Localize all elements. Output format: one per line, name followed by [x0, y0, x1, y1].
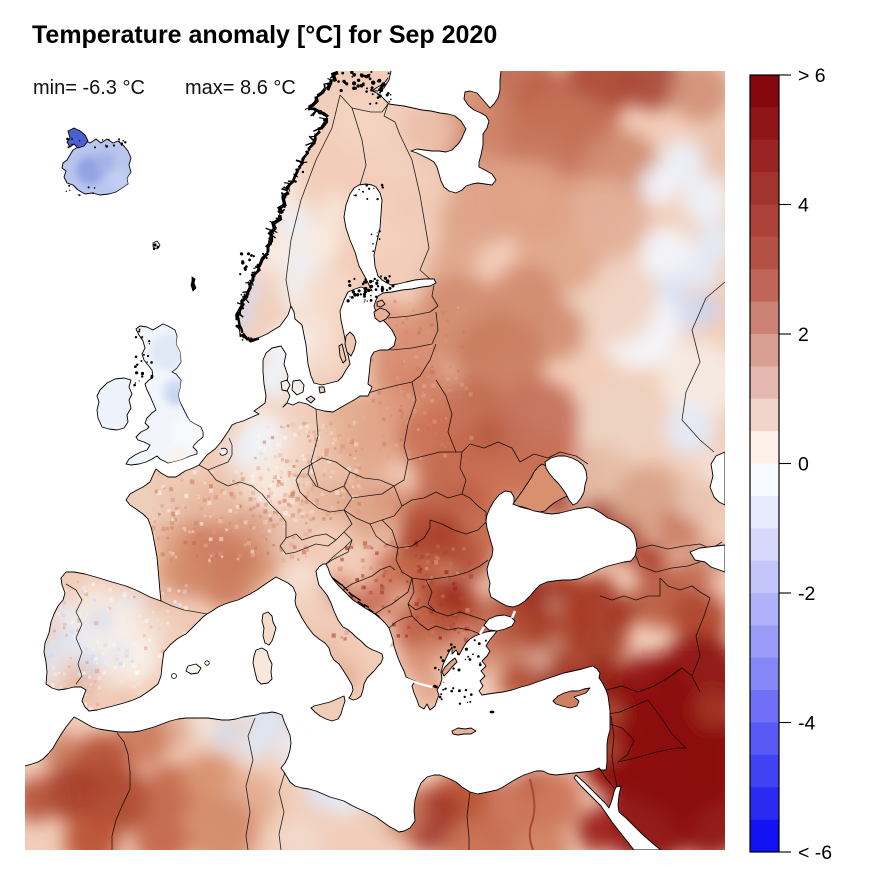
svg-text:< -6: < -6 — [798, 842, 832, 864]
svg-text:> 6: > 6 — [798, 65, 826, 87]
svg-text:-4: -4 — [798, 713, 815, 735]
svg-text:max= 8.6 °C: max= 8.6 °C — [185, 77, 296, 99]
svg-text:Temperature anomaly [°C] for S: Temperature anomaly [°C] for Sep 2020 — [32, 21, 497, 49]
svg-text:2: 2 — [798, 324, 809, 346]
svg-text:4: 4 — [798, 195, 809, 217]
svg-text:min= -6.3 °C: min= -6.3 °C — [33, 77, 145, 99]
svg-text:-2: -2 — [798, 583, 815, 605]
svg-text:0: 0 — [798, 454, 809, 476]
